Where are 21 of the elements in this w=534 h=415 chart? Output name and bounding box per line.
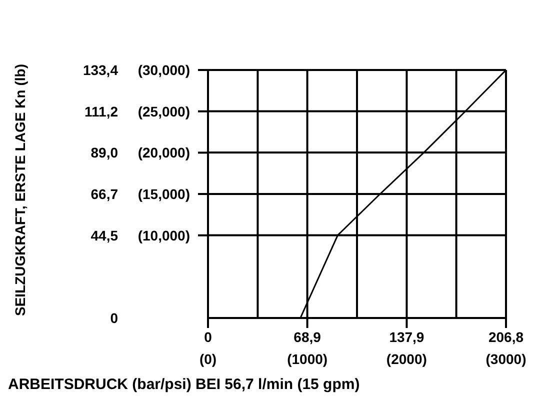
- y-tick-label: 133,4: [82, 62, 118, 78]
- x-tick-label: 137,9: [389, 329, 424, 345]
- x-tick-label: 0: [204, 329, 212, 345]
- x2-tick-label: (3000): [486, 351, 526, 367]
- y-tick-label: 66,7: [90, 186, 118, 202]
- y-tick-label: 111,2: [84, 103, 118, 120]
- x2-tick-label: (1000): [287, 351, 328, 367]
- x-axis-title: ARBEITSDRUCK (bar/psi) BEI 56,7 l/min (15 gpm): [8, 376, 360, 393]
- y-axis-title: SEILZUGKRAFT, ERSTE LAGE Kn (lb): [12, 64, 28, 316]
- x-tick-label: 68,9: [294, 329, 322, 345]
- y-tick-label: 44,5: [90, 227, 118, 244]
- y2-tick-label: (25,000): [138, 103, 190, 120]
- x2-tick-label: (2000): [386, 351, 427, 367]
- y2-tick-label: (10,000): [138, 227, 190, 244]
- x-tick-label: 206,8: [488, 329, 524, 345]
- y2-tick-label: (30,000): [138, 62, 190, 78]
- y2-tick-label: (15,000): [138, 186, 190, 202]
- x2-tick-label: (0): [199, 351, 217, 367]
- y-tick-label: 0: [110, 310, 118, 326]
- y-tick-label: 89,0: [90, 144, 118, 161]
- y2-tick-label: (20,000): [138, 144, 190, 161]
